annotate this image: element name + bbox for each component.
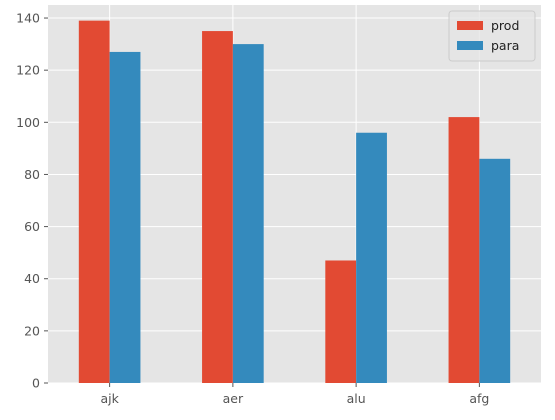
y-tick-label: 80	[24, 167, 40, 182]
legend-swatch-para	[457, 41, 483, 50]
legend-label-para[interactable]: para	[491, 38, 519, 53]
bar-prod-alu	[325, 260, 357, 383]
x-tick-label: ajk	[100, 391, 119, 406]
y-tick-label: 40	[24, 271, 40, 286]
x-axis: ajk aer alu afg	[100, 383, 489, 406]
y-tick-label: 60	[24, 219, 40, 234]
legend-swatch-prod	[457, 21, 483, 30]
x-tick-label: alu	[347, 391, 366, 406]
y-tick-label: 140	[16, 11, 40, 26]
legend[interactable]: prod para	[448, 10, 536, 62]
y-tick-label: 0	[32, 376, 40, 391]
bars	[78, 20, 511, 384]
bar-prod-ajk	[78, 20, 110, 383]
y-tick-label: 100	[16, 115, 40, 130]
bar-para-ajk	[109, 51, 141, 384]
bar-prod-aer	[202, 31, 233, 383]
y-axis: 0 20 40 60 80 100 120 140	[16, 11, 48, 391]
bar-para-afg	[479, 158, 511, 383]
y-tick-label: 120	[16, 63, 40, 78]
x-tick-label: aer	[223, 391, 244, 406]
x-tick-label: afg	[469, 391, 489, 406]
y-tick-label: 20	[24, 323, 40, 338]
bar-para-aer	[232, 44, 264, 383]
bar-para-alu	[356, 132, 387, 383]
legend-label-prod[interactable]: prod	[491, 18, 519, 33]
bar-prod-afg	[448, 117, 480, 383]
